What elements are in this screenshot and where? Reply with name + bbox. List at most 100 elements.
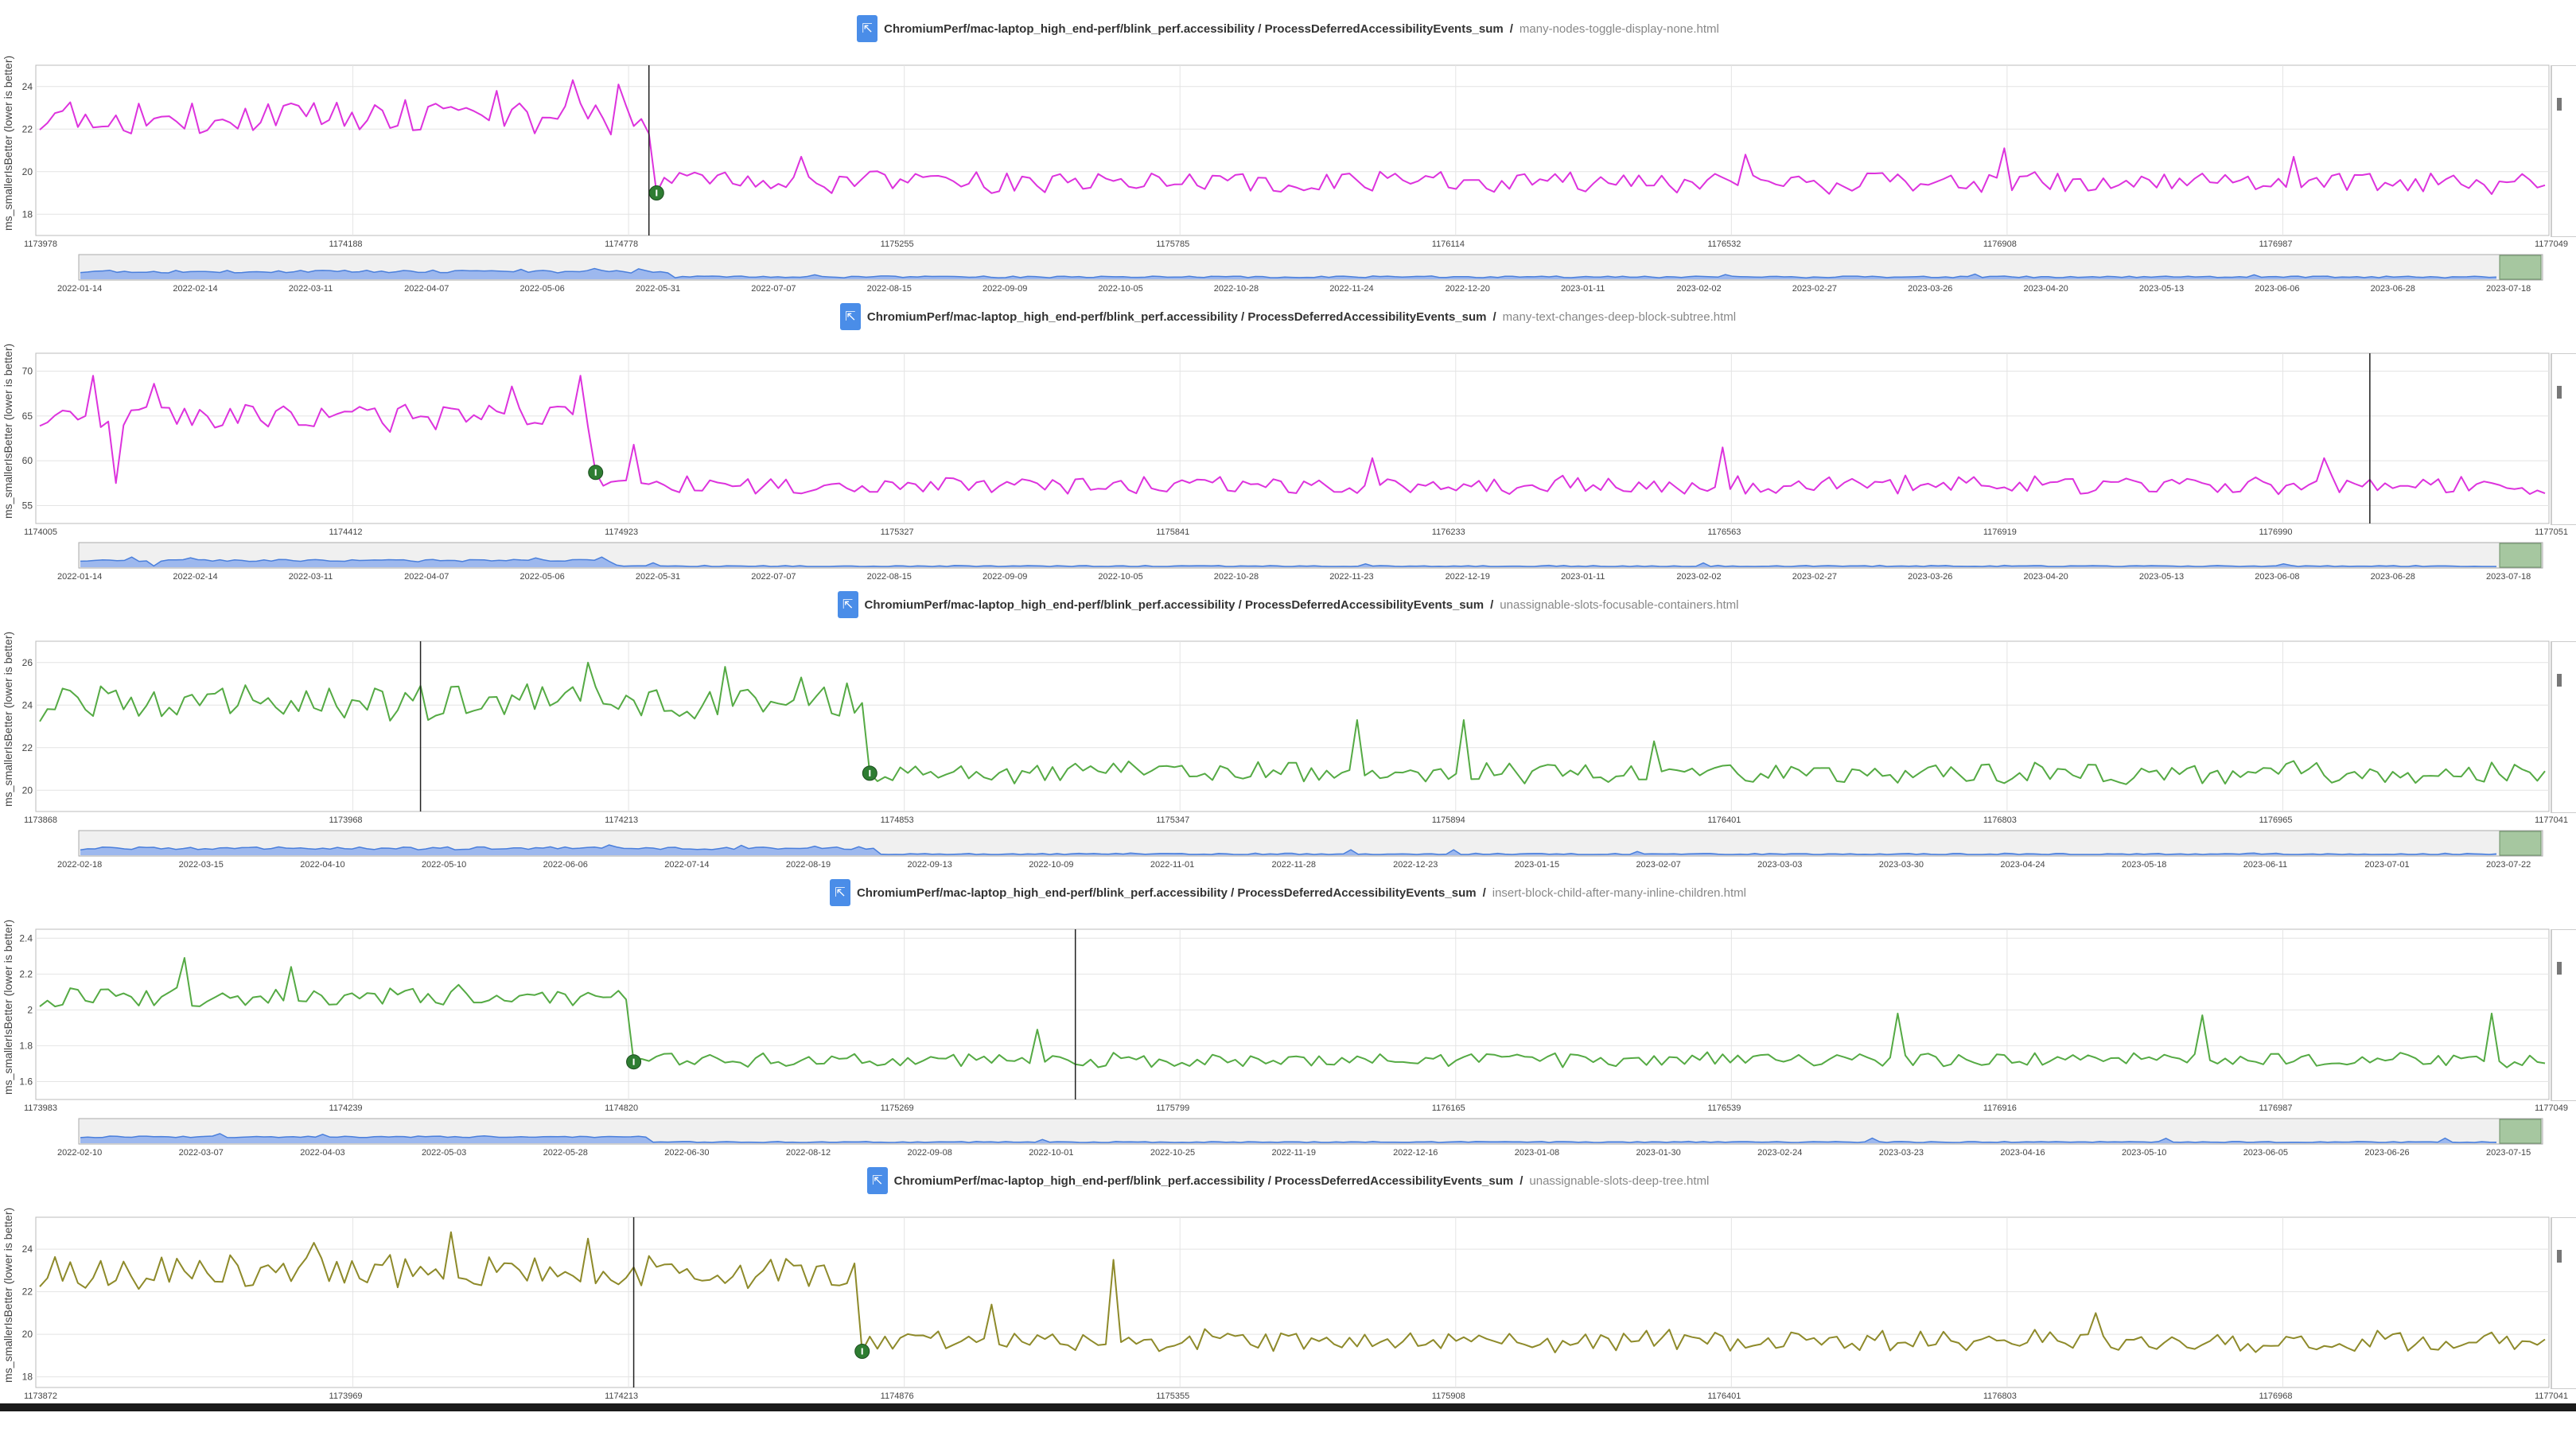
- data-point[interactable]: [769, 699, 772, 703]
- data-point[interactable]: [1028, 1061, 1032, 1065]
- data-point[interactable]: [1088, 1057, 1092, 1061]
- data-point[interactable]: [525, 110, 529, 114]
- data-point[interactable]: [1226, 767, 1230, 771]
- data-point[interactable]: [1873, 767, 1877, 771]
- data-point[interactable]: [800, 675, 804, 679]
- data-point[interactable]: [845, 1057, 849, 1061]
- data-point[interactable]: [160, 406, 164, 410]
- data-point[interactable]: [860, 177, 864, 181]
- data-point[interactable]: [76, 418, 80, 422]
- data-point[interactable]: [373, 687, 377, 691]
- data-point[interactable]: [2079, 1058, 2083, 1062]
- data-point[interactable]: [1911, 1345, 1915, 1349]
- data-point[interactable]: [1256, 482, 1260, 486]
- data-point[interactable]: [2383, 1059, 2387, 1063]
- data-point[interactable]: [1858, 481, 1862, 485]
- data-point[interactable]: [1446, 777, 1450, 781]
- data-point[interactable]: [2117, 780, 2121, 784]
- data-point[interactable]: [1302, 189, 1306, 193]
- data-point[interactable]: [685, 474, 689, 478]
- data-point[interactable]: [2200, 1014, 2204, 1018]
- data-point[interactable]: [1621, 489, 1625, 493]
- data-point[interactable]: [1774, 182, 1778, 186]
- data-point[interactable]: [1994, 487, 1998, 491]
- data-point[interactable]: [2033, 474, 2037, 478]
- data-point[interactable]: [2079, 177, 2083, 181]
- data-point[interactable]: [563, 405, 567, 409]
- data-point[interactable]: [1188, 481, 1192, 485]
- data-point[interactable]: [2307, 1053, 2311, 1057]
- data-point[interactable]: [533, 421, 537, 425]
- data-point[interactable]: [967, 776, 971, 780]
- data-point[interactable]: [1500, 1341, 1504, 1345]
- data-point[interactable]: [320, 407, 324, 411]
- data-point[interactable]: [807, 1055, 811, 1059]
- data-point[interactable]: [723, 1061, 727, 1064]
- data-point[interactable]: [137, 102, 141, 106]
- data-point[interactable]: [1333, 1063, 1337, 1067]
- data-point[interactable]: [518, 994, 522, 998]
- data-point[interactable]: [715, 1274, 719, 1278]
- data-point[interactable]: [1134, 186, 1138, 190]
- data-point[interactable]: [68, 987, 72, 990]
- external-link-arrow-icon[interactable]: ⇱: [866, 1167, 888, 1194]
- data-point[interactable]: [2322, 456, 2326, 460]
- data-point[interactable]: [2071, 1053, 2075, 1057]
- data-point[interactable]: [145, 989, 149, 993]
- data-point[interactable]: [1850, 477, 1854, 481]
- anomaly-marker-icon[interactable]: [854, 1344, 870, 1360]
- data-point[interactable]: [807, 175, 811, 179]
- data-point[interactable]: [1644, 1063, 1648, 1067]
- data-point[interactable]: [1104, 1064, 1108, 1068]
- data-point[interactable]: [928, 1336, 932, 1340]
- data-point[interactable]: [2224, 1057, 2228, 1061]
- data-point[interactable]: [442, 1002, 446, 1006]
- chart-svg[interactable]: 1174005 1174412 1174923 1175327 1175841 11762…: [0, 288, 2576, 582]
- data-point[interactable]: [1142, 1338, 1146, 1342]
- data-point[interactable]: [708, 478, 712, 482]
- data-point[interactable]: [1477, 1333, 1481, 1337]
- data-point[interactable]: [662, 483, 666, 487]
- data-point[interactable]: [1744, 779, 1748, 783]
- data-point[interactable]: [601, 117, 605, 121]
- data-point[interactable]: [761, 1051, 765, 1055]
- data-point[interactable]: [1683, 177, 1687, 181]
- data-point[interactable]: [853, 185, 857, 189]
- data-point[interactable]: [1866, 1333, 1870, 1337]
- data-point[interactable]: [495, 410, 499, 414]
- data-point[interactable]: [1781, 1060, 1785, 1064]
- data-point[interactable]: [251, 405, 255, 409]
- data-point[interactable]: [1363, 1057, 1367, 1061]
- data-point[interactable]: [1188, 775, 1192, 779]
- data-point[interactable]: [678, 1063, 682, 1067]
- data-point[interactable]: [1043, 488, 1047, 492]
- side-panel-tab[interactable]: [2551, 353, 2576, 525]
- data-point[interactable]: [815, 1265, 819, 1269]
- data-point[interactable]: [838, 714, 842, 718]
- data-point[interactable]: [1066, 767, 1070, 771]
- data-point[interactable]: [1127, 1336, 1130, 1340]
- data-point[interactable]: [1294, 1054, 1298, 1058]
- data-point[interactable]: [1188, 172, 1192, 176]
- data-point[interactable]: [2094, 488, 2098, 492]
- data-point[interactable]: [670, 488, 674, 492]
- data-point[interactable]: [1051, 478, 1055, 482]
- data-point[interactable]: [1644, 1329, 1648, 1333]
- data-point[interactable]: [1919, 770, 1923, 774]
- chart-svg[interactable]: 1173868 1173968 1174213 1174853 1175347 11758…: [0, 576, 2576, 870]
- data-point[interactable]: [2154, 1347, 2158, 1351]
- data-point[interactable]: [1789, 176, 1793, 180]
- data-point[interactable]: [2383, 1337, 2387, 1341]
- data-point[interactable]: [1515, 1053, 1519, 1057]
- data-point[interactable]: [1485, 489, 1488, 493]
- data-point[interactable]: [769, 186, 772, 190]
- data-point[interactable]: [251, 1283, 255, 1287]
- data-point[interactable]: [1538, 487, 1542, 491]
- data-point[interactable]: [2147, 489, 2151, 493]
- data-point[interactable]: [465, 106, 469, 110]
- data-point[interactable]: [1881, 774, 1885, 778]
- data-point[interactable]: [2056, 1055, 2060, 1059]
- data-point[interactable]: [1477, 777, 1481, 781]
- data-point[interactable]: [2071, 177, 2075, 181]
- data-point[interactable]: [1348, 1336, 1352, 1340]
